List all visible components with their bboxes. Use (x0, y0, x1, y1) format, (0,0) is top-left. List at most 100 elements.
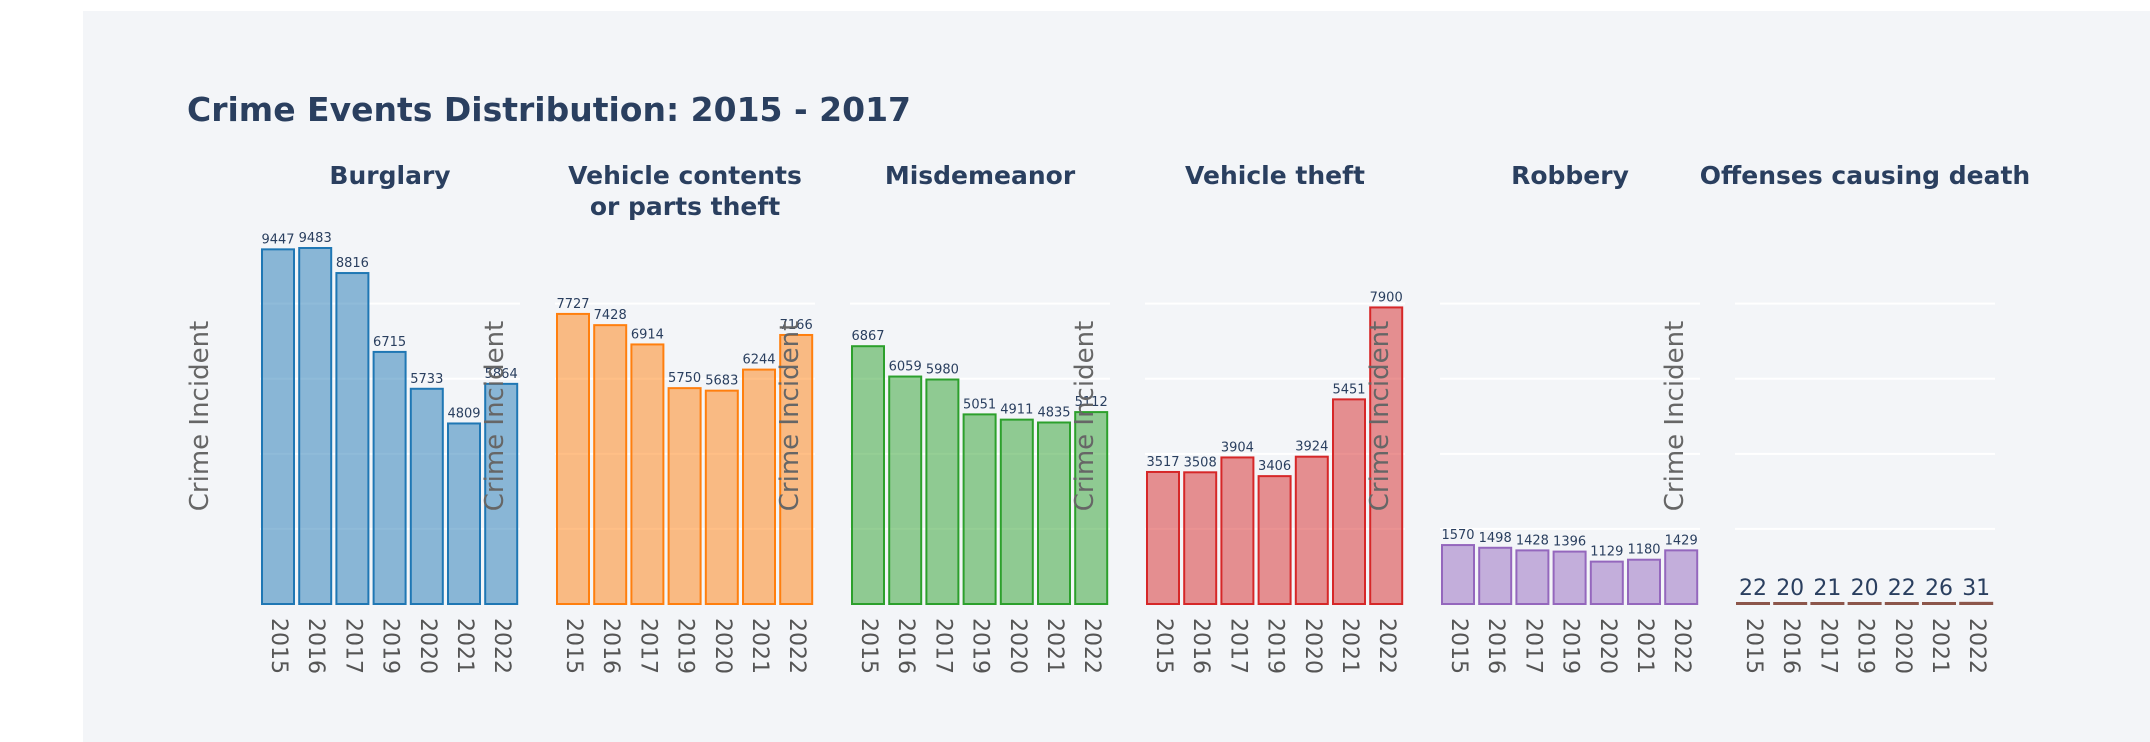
x-tick-label: 2016 (893, 618, 918, 674)
data-label: 22 (1888, 576, 1916, 601)
bar (1183, 471, 1218, 605)
data-label: 1428 (1516, 533, 1549, 548)
bar (1294, 455, 1329, 606)
bar (1847, 602, 1882, 605)
bar (704, 389, 739, 605)
x-tick-label: 2015 (561, 618, 586, 674)
data-label: 6715 (373, 335, 406, 350)
data-label: 1396 (1553, 535, 1586, 550)
bar (779, 333, 814, 605)
bar (1773, 602, 1808, 605)
x-tick-label: 2015 (1151, 618, 1176, 674)
chart-title: Crime Events Distribution: 2015 - 2017 (187, 90, 911, 129)
data-label: 7428 (594, 308, 627, 323)
x-tick-label: 2017 (930, 618, 955, 674)
bar (1146, 470, 1180, 605)
panel-3: Vehicle theft 3517 2015 3508 2016 3904 2017 340… (1070, 161, 1405, 674)
x-tick-label: 2020 (710, 618, 735, 674)
subplot-title: Vehicle contents (568, 161, 802, 190)
bar (962, 413, 997, 605)
data-label: 3924 (1295, 440, 1328, 455)
data-label: 1429 (1665, 533, 1698, 548)
data-label: 6059 (889, 360, 922, 375)
bar (1369, 306, 1404, 605)
panel-0: Burglary 9447 2015 9483 2016 8816 2017 6715 2019… (185, 161, 520, 674)
data-label: 22 (1739, 576, 1767, 601)
subplot-title: Burglary (329, 161, 450, 190)
y-axis-title: Crime Incident (1365, 321, 1395, 512)
bar (742, 368, 776, 605)
x-tick-label: 2019 (673, 618, 698, 674)
y-axis-title: Crime Incident (775, 321, 805, 512)
y-axis-title: Crime Incident (480, 321, 510, 512)
bar (1515, 549, 1550, 606)
x-tick-label: 2015 (1446, 618, 1471, 674)
x-tick-label: 2021 (452, 618, 477, 674)
x-tick-label: 2016 (1188, 618, 1213, 674)
x-tick-label: 2022 (1374, 618, 1399, 674)
data-label: 8816 (336, 256, 369, 271)
data-label: 9447 (261, 232, 294, 247)
data-label: 1498 (1479, 531, 1512, 546)
x-tick-label: 2017 (1225, 618, 1250, 674)
x-tick-label: 2019 (968, 618, 993, 674)
data-label: 3508 (1184, 455, 1217, 470)
data-label: 6244 (742, 353, 775, 368)
data-label: 7166 (780, 318, 813, 333)
data-label: 5750 (668, 371, 701, 386)
x-tick-label: 2019 (1853, 618, 1878, 674)
x-tick-label: 2015 (1741, 618, 1766, 674)
y-axis-title: Crime Incident (1660, 321, 1690, 512)
data-label: 20 (1776, 576, 1804, 601)
bar (1332, 398, 1366, 605)
bar (372, 350, 407, 606)
panel-5: Offenses causing death 22 2015 20 2016 21 2017… (1660, 161, 2030, 674)
bar (851, 345, 885, 605)
data-label: 1570 (1441, 528, 1474, 543)
x-tick-label: 2017 (635, 618, 660, 674)
data-label: 21 (1813, 576, 1841, 601)
bar (1922, 602, 1956, 605)
panel-2: Misdemeanor 6867 2015 6059 2016 5980 2017 5051 2… (775, 161, 1110, 674)
data-label: 5683 (705, 374, 738, 389)
bar (1736, 602, 1770, 605)
x-tick-label: 2020 (1595, 618, 1620, 674)
x-tick-label: 2020 (1890, 618, 1915, 674)
x-tick-label: 2019 (1558, 618, 1583, 674)
x-tick-label: 2022 (1964, 618, 1989, 674)
data-label: 20 (1851, 576, 1879, 601)
data-label: 5980 (926, 363, 959, 378)
data-label: 5451 (1332, 382, 1365, 397)
bar (1037, 421, 1071, 605)
bar (447, 422, 481, 606)
data-label: 4835 (1037, 405, 1070, 420)
x-tick-label: 2019 (378, 618, 403, 674)
bar (667, 387, 702, 605)
x-tick-label: 2017 (1520, 618, 1545, 674)
x-tick-label: 2022 (489, 618, 514, 674)
data-label: 4911 (1000, 403, 1033, 418)
bar (888, 375, 923, 605)
bar (1664, 549, 1699, 606)
x-tick-label: 2022 (1669, 618, 1694, 674)
x-tick-label: 2020 (415, 618, 440, 674)
bar (593, 324, 628, 605)
x-tick-label: 2021 (1632, 618, 1657, 674)
x-tick-label: 2021 (1337, 618, 1362, 674)
x-tick-label: 2020 (1300, 618, 1325, 674)
panels-group: Burglary 9447 2015 9483 2016 8816 2017 6715 2019… (185, 161, 2030, 674)
bar (1589, 560, 1624, 606)
bar (484, 382, 519, 605)
x-tick-label: 2016 (303, 618, 328, 674)
data-label: 7727 (556, 297, 589, 312)
bar (1220, 456, 1255, 605)
bar (1959, 601, 1994, 606)
x-tick-label: 2015 (856, 618, 881, 674)
x-tick-label: 2017 (1815, 618, 1840, 674)
bar (925, 378, 960, 605)
bar (1627, 558, 1661, 605)
subplot-title: or parts theft (590, 192, 780, 221)
x-tick-label: 2021 (747, 618, 772, 674)
